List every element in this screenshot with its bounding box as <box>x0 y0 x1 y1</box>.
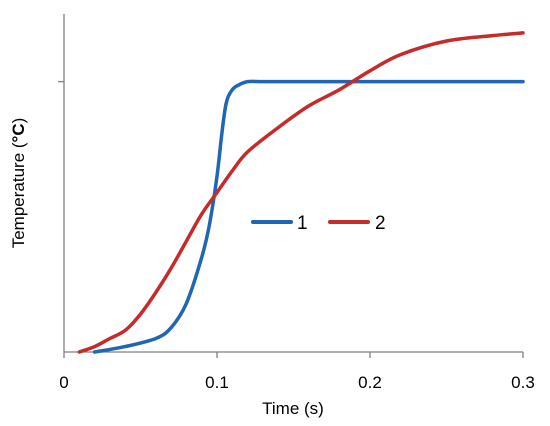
x-tick-label: 0.1 <box>205 373 229 392</box>
series-line-2 <box>77 31 525 354</box>
legend-label-1: 1 <box>297 213 308 234</box>
y-axis-title: Temperature (°C) <box>9 118 28 249</box>
series-line-1 <box>92 79 525 354</box>
legend-label-2: 2 <box>375 213 386 234</box>
y-axis-title-unit: °C <box>9 123 28 142</box>
plot-frame <box>63 14 523 353</box>
legend: 1 2 <box>251 213 386 234</box>
x-ticks: 0 0.1 0.2 0.3 <box>59 352 535 392</box>
series-layer <box>77 31 525 354</box>
y-axis-title-close: ) <box>9 118 28 124</box>
x-axis-title: Time (s) <box>262 399 324 418</box>
x-tick-label: 0 <box>59 373 68 392</box>
x-tick-label: 0.2 <box>358 373 382 392</box>
x-tick-label: 0.3 <box>511 373 535 392</box>
y-axis-title-text: Temperature ( <box>9 142 28 248</box>
